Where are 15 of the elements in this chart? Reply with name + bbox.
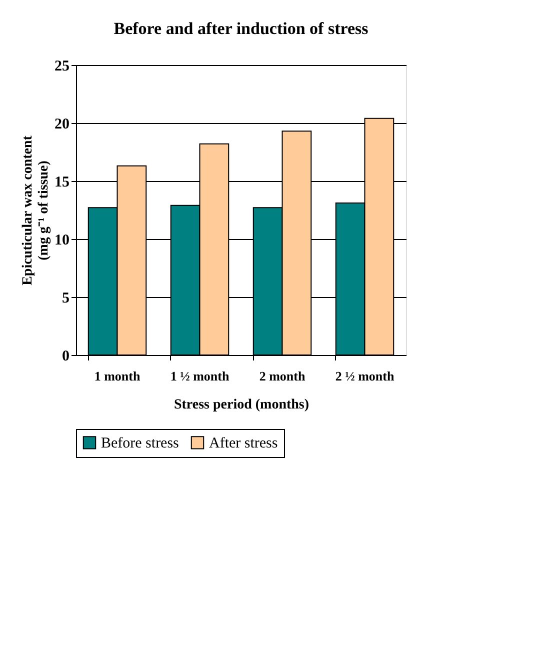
y-tick-label: 0 (62, 348, 70, 364)
legend-label: After stress (209, 436, 278, 452)
x-tick-label: 1 ½ month (170, 368, 230, 384)
y-tick-label: 10 (54, 232, 70, 248)
y-tick-label: 15 (54, 174, 70, 190)
chart-title: Before and after induction of stress (114, 19, 369, 38)
y-axis-title: Epicuticular wax content (mg g⁻¹ of tissue) (20, 135, 52, 286)
legend-label: Before stress (101, 436, 180, 452)
x-tick-label: 1 month (94, 368, 141, 384)
x-tick-label: 2 ½ month (335, 368, 395, 384)
y-tick-label: 25 (54, 58, 70, 74)
y-tick-label: 20 (54, 116, 70, 132)
x-tick-label: 2 month (259, 368, 306, 384)
x-axis-title: Stress period (months) (174, 398, 310, 412)
y-tick-label: 5 (62, 290, 70, 306)
